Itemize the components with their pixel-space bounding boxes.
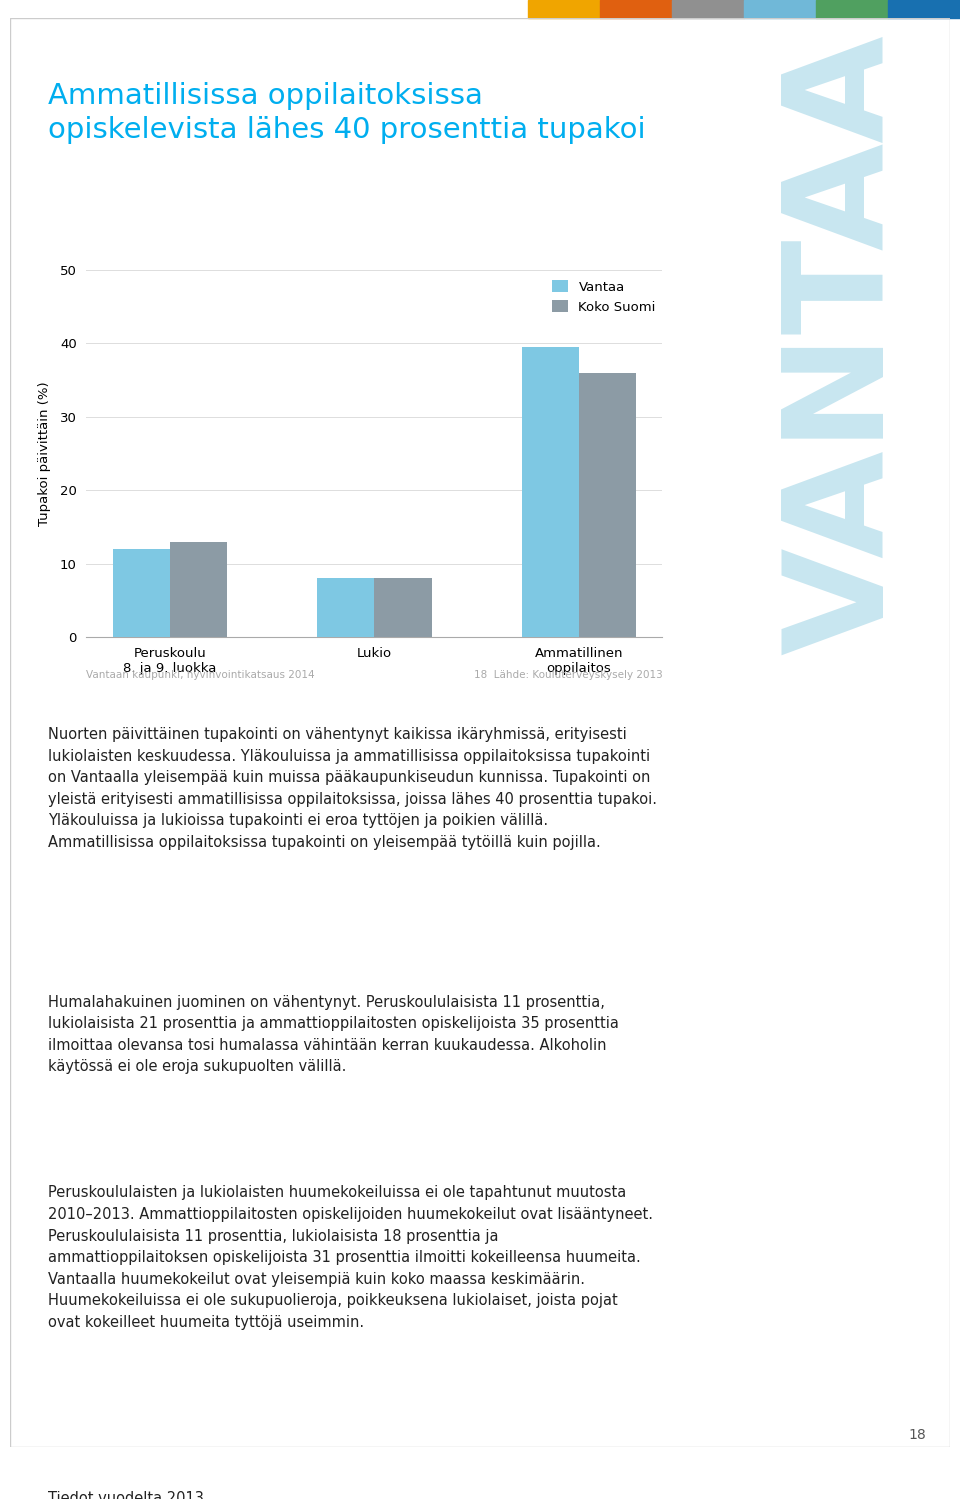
Legend: Vantaa, Koko Suomi: Vantaa, Koko Suomi (552, 280, 656, 313)
Text: Nuorten päivittäinen tupakointi on vähentynyt kaikissa ikäryhmissä, erityisesti
: Nuorten päivittäinen tupakointi on vähen… (48, 727, 657, 850)
Text: Tiedot vuodelta 2013.: Tiedot vuodelta 2013. (48, 1492, 208, 1499)
Bar (672, 0, 744, 18)
Bar (112, 549, 170, 637)
Bar (528, 0, 600, 18)
Bar (744, 0, 816, 18)
Bar (816, 0, 888, 18)
Text: 18  Lähde: Kouluterveyskysely 2013: 18 Lähde: Kouluterveyskysely 2013 (473, 670, 662, 681)
Bar (170, 541, 228, 637)
Bar (579, 373, 636, 637)
Text: Peruskoululaisten ja lukiolaisten huumekokeiluissa ei ole tapahtunut muutosta
20: Peruskoululaisten ja lukiolaisten huumek… (48, 1186, 653, 1330)
Text: Ammatillisissa oppilaitoksissa
opiskelevista lähes 40 prosenttia tupakoi: Ammatillisissa oppilaitoksissa opiskelev… (48, 82, 646, 144)
Bar (888, 0, 960, 18)
Y-axis label: Tupakoi päivittäin (%): Tupakoi päivittäin (%) (38, 381, 52, 526)
Text: Humalahakuinen juominen on vähentynyt. Peruskoululaisista 11 prosenttia,
lukiola: Humalahakuinen juominen on vähentynyt. P… (48, 994, 619, 1075)
Bar (317, 579, 374, 637)
Bar (521, 346, 579, 637)
Bar (374, 579, 432, 637)
Text: VANTAA: VANTAA (778, 34, 912, 655)
Text: 18: 18 (909, 1429, 926, 1442)
Text: Vantaan kaupunki, hyvinvointikatsaus 2014: Vantaan kaupunki, hyvinvointikatsaus 201… (86, 670, 315, 681)
Bar (600, 0, 672, 18)
